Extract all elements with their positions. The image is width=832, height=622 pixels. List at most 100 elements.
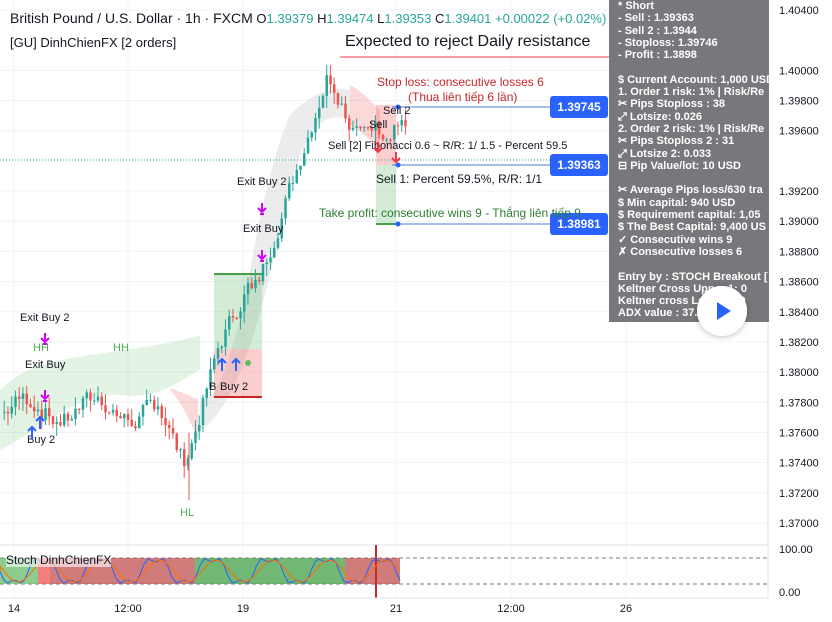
open-label: O — [256, 11, 267, 26]
panel-row: ⤢ Lotsize 2: 0.033 — [618, 147, 712, 160]
candle-body — [396, 125, 400, 127]
candle-body — [355, 126, 358, 128]
candle-body — [18, 396, 21, 399]
candle-body — [276, 238, 280, 248]
sell-arrow-icon — [373, 142, 383, 154]
play-button[interactable] — [697, 286, 747, 336]
order-price-text: 1.39363 — [557, 158, 601, 172]
candle-body — [340, 103, 343, 105]
keltner-band-lower — [0, 335, 200, 450]
candle-body — [284, 198, 287, 219]
order-point — [395, 221, 401, 227]
chart-text-label: Buy 2 — [27, 434, 55, 446]
close-label: C — [435, 11, 445, 26]
keltner-band-red — [350, 85, 380, 150]
panel-row: ✂ Average Pips loss/630 tra — [618, 184, 763, 197]
candle-body — [119, 416, 122, 419]
order-price-text: 1.39745 — [557, 100, 601, 114]
candle-body — [153, 399, 156, 410]
panel-row: ⊟ Pip Value/lot: 10 USD — [618, 159, 741, 172]
candlestick-series — [3, 65, 407, 501]
sell-arrow-icon — [391, 152, 401, 164]
panel-row — [609, 258, 769, 270]
panel-row — [609, 172, 769, 184]
candle-body — [111, 409, 115, 413]
time-tick-label: 12:00 — [497, 603, 525, 615]
price-tick-label: 1.38400 — [779, 307, 819, 319]
candle-body — [295, 169, 298, 184]
candle-body — [246, 283, 250, 295]
candle-body — [318, 107, 321, 119]
candle-body — [123, 414, 126, 419]
price-tick-label: 1.37400 — [779, 458, 819, 470]
candle-body — [224, 329, 227, 347]
time-tick-label: 21 — [390, 603, 402, 615]
candle-body — [269, 257, 272, 263]
chart-text-label: Exit Buy 2 — [20, 312, 70, 324]
candle-body — [213, 358, 216, 370]
price-tick-label: 1.38800 — [779, 246, 819, 258]
candle-body — [344, 103, 347, 119]
exit-arrow-icon — [257, 203, 267, 215]
candle-body — [145, 399, 148, 406]
candle-body — [325, 75, 328, 96]
candle-body — [40, 409, 43, 420]
candle-body — [33, 407, 36, 412]
chart-text-label: Take profit: consecutive wins 9 - Thắng … — [319, 205, 581, 220]
chart-text-label: Stop loss: consecutive losses 6 — [377, 75, 544, 89]
price-tick-label: 1.39000 — [779, 216, 819, 228]
candle-body — [179, 449, 182, 451]
candle-body — [25, 393, 28, 405]
chart-text-label: B — [209, 381, 216, 393]
candle-body — [74, 408, 77, 420]
order-price-box — [550, 154, 608, 176]
candle-body — [310, 132, 313, 138]
candle-body — [209, 369, 212, 389]
candle-body — [198, 425, 201, 432]
candle-body — [190, 443, 193, 459]
symbol-title[interactable]: British Pound / U.S. Dollar · 1h · FXCM — [10, 10, 253, 26]
buy-loss-zone — [214, 349, 262, 397]
candle-body — [93, 400, 96, 402]
candle-body — [220, 346, 223, 349]
indicator-legend[interactable]: [GU] DinhChienFX [2 orders] — [10, 35, 177, 50]
candle-body — [250, 283, 253, 289]
buy-arrow-icon — [35, 415, 45, 429]
time-tick-label: 12:00 — [114, 603, 142, 615]
chart-text-label: Exit Buy 2 — [237, 176, 287, 188]
keltner-bands — [0, 85, 380, 450]
trade-info-panel: * Short - Sell : 1.39363- Sell 2 : 1.3944… — [609, 0, 769, 322]
candle-body — [3, 411, 6, 413]
exit-arrow-icon — [40, 390, 50, 402]
order-point — [395, 162, 401, 168]
panel-row: $ Current Account: 1,000 USD — [618, 73, 769, 86]
keltner-band-mid — [200, 88, 350, 430]
panel-row: 2. Order 2 risk: 1% | Risk/Re — [618, 122, 765, 135]
candle-body — [108, 412, 111, 414]
candle-body — [186, 458, 190, 467]
stoch-tick-label: 0.00 — [779, 587, 800, 599]
stoch-legend[interactable]: Stoch DinhChienFX — [6, 553, 112, 567]
chart-text-label: (Thua liên tiếp 6 lần) — [408, 90, 517, 104]
time-axis[interactable]: 14 12:00 19 21 12:00 26 — [0, 597, 768, 615]
candle-body — [231, 316, 235, 318]
low-label: L — [377, 11, 385, 26]
candle-body — [280, 218, 283, 239]
candle-body — [171, 427, 175, 434]
high-value: 1.39474 — [326, 11, 374, 26]
candle-body — [175, 433, 178, 450]
panel-row: * Short — [618, 0, 655, 12]
candle-body — [381, 134, 385, 140]
candle-body — [81, 398, 85, 410]
panel-row: ⤢ Lotsize: 0.026 — [618, 110, 702, 123]
panel-row: 1. Order 1 risk: 1% | Risk/Re — [618, 86, 765, 99]
chart-text-label: HH — [113, 342, 129, 354]
candle-body — [160, 406, 163, 419]
candle-body — [149, 399, 152, 401]
price-tick-label: 1.40400 — [779, 5, 819, 17]
candle-body — [393, 125, 396, 140]
play-icon — [697, 286, 747, 336]
stoch-k-line — [0, 558, 401, 584]
price-axis[interactable]: 1.40400 1.40000 1.39800 1.39600 1.39200 1.390… — [767, 0, 832, 622]
